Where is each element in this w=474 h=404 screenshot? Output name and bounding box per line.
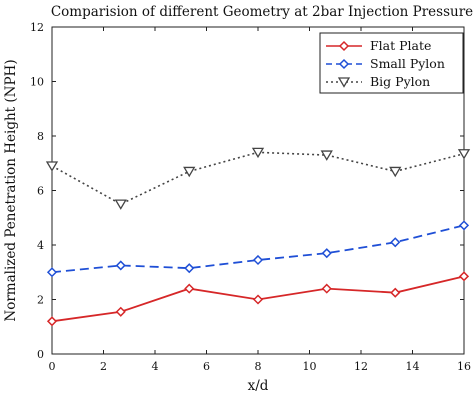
- data-point-flat-plate: [115, 306, 126, 317]
- data-point-big-pylon: [251, 147, 265, 159]
- x-tick-label: 6: [203, 360, 210, 373]
- data-point-big-pylon: [389, 166, 402, 178]
- data-point-small-pylon: [184, 263, 195, 274]
- x-tick-label: 12: [354, 360, 368, 373]
- chart-title: Comparision of different Geometry at 2ba…: [51, 4, 473, 20]
- legend-label: Flat Plate: [370, 38, 431, 53]
- legend-item-flat-plate: Flat Plate: [326, 38, 431, 53]
- x-tick-label: 2: [100, 360, 107, 373]
- y-tick-label: 0: [37, 348, 44, 361]
- data-point-big-pylon: [45, 161, 59, 172]
- series-small-pylon: [46, 220, 470, 278]
- series-big-pylon: [45, 147, 471, 210]
- data-point-flat-plate: [184, 283, 195, 294]
- y-tick-label: 6: [37, 185, 44, 198]
- y-tick-label: 2: [37, 294, 44, 307]
- legend-marker-small-pylon: [338, 58, 350, 70]
- data-point-small-pylon: [390, 237, 401, 248]
- legend-label: Small Pylon: [370, 56, 445, 71]
- x-tick-label: 16: [457, 360, 471, 373]
- data-point-big-pylon: [183, 166, 196, 178]
- data-point-flat-plate: [252, 294, 264, 305]
- y-tick-label: 4: [37, 239, 44, 252]
- data-point-flat-plate: [46, 316, 58, 327]
- legend-item-big-pylon: Big Pylon: [326, 74, 430, 89]
- legend: Flat Plate Small Pylon Big Pylon: [319, 32, 464, 94]
- data-point-small-pylon: [46, 267, 58, 278]
- data-point-flat-plate: [321, 283, 332, 294]
- data-point-small-pylon: [321, 248, 332, 259]
- data-point-small-pylon: [458, 220, 470, 231]
- x-tick-label: 4: [152, 360, 159, 373]
- data-point-small-pylon: [252, 254, 264, 266]
- data-point-big-pylon: [457, 149, 471, 160]
- data-point-flat-plate: [390, 287, 401, 298]
- series-flat-plate: [46, 271, 470, 327]
- x-tick-label: 0: [49, 360, 56, 373]
- data-point-big-pylon: [320, 150, 333, 161]
- legend-label: Big Pylon: [370, 74, 430, 89]
- data-point-flat-plate: [458, 271, 470, 282]
- y-tick-label: 8: [37, 130, 44, 143]
- y-tick-label: 12: [30, 21, 44, 34]
- legend-marker-big-pylon: [337, 77, 351, 88]
- x-axis-label: x/d: [248, 378, 269, 394]
- legend-marker-flat-plate: [338, 40, 350, 52]
- data-point-small-pylon: [115, 260, 126, 271]
- y-tick-label: 10: [30, 76, 44, 89]
- x-tick-label: 8: [255, 360, 262, 373]
- data-point-big-pylon: [114, 199, 127, 210]
- x-tick-label: 10: [303, 360, 317, 373]
- legend-item-small-pylon: Small Pylon: [326, 56, 445, 71]
- y-axis-label: Normalized Penetration Height (NPH): [3, 59, 19, 321]
- x-tick-label: 14: [406, 360, 420, 373]
